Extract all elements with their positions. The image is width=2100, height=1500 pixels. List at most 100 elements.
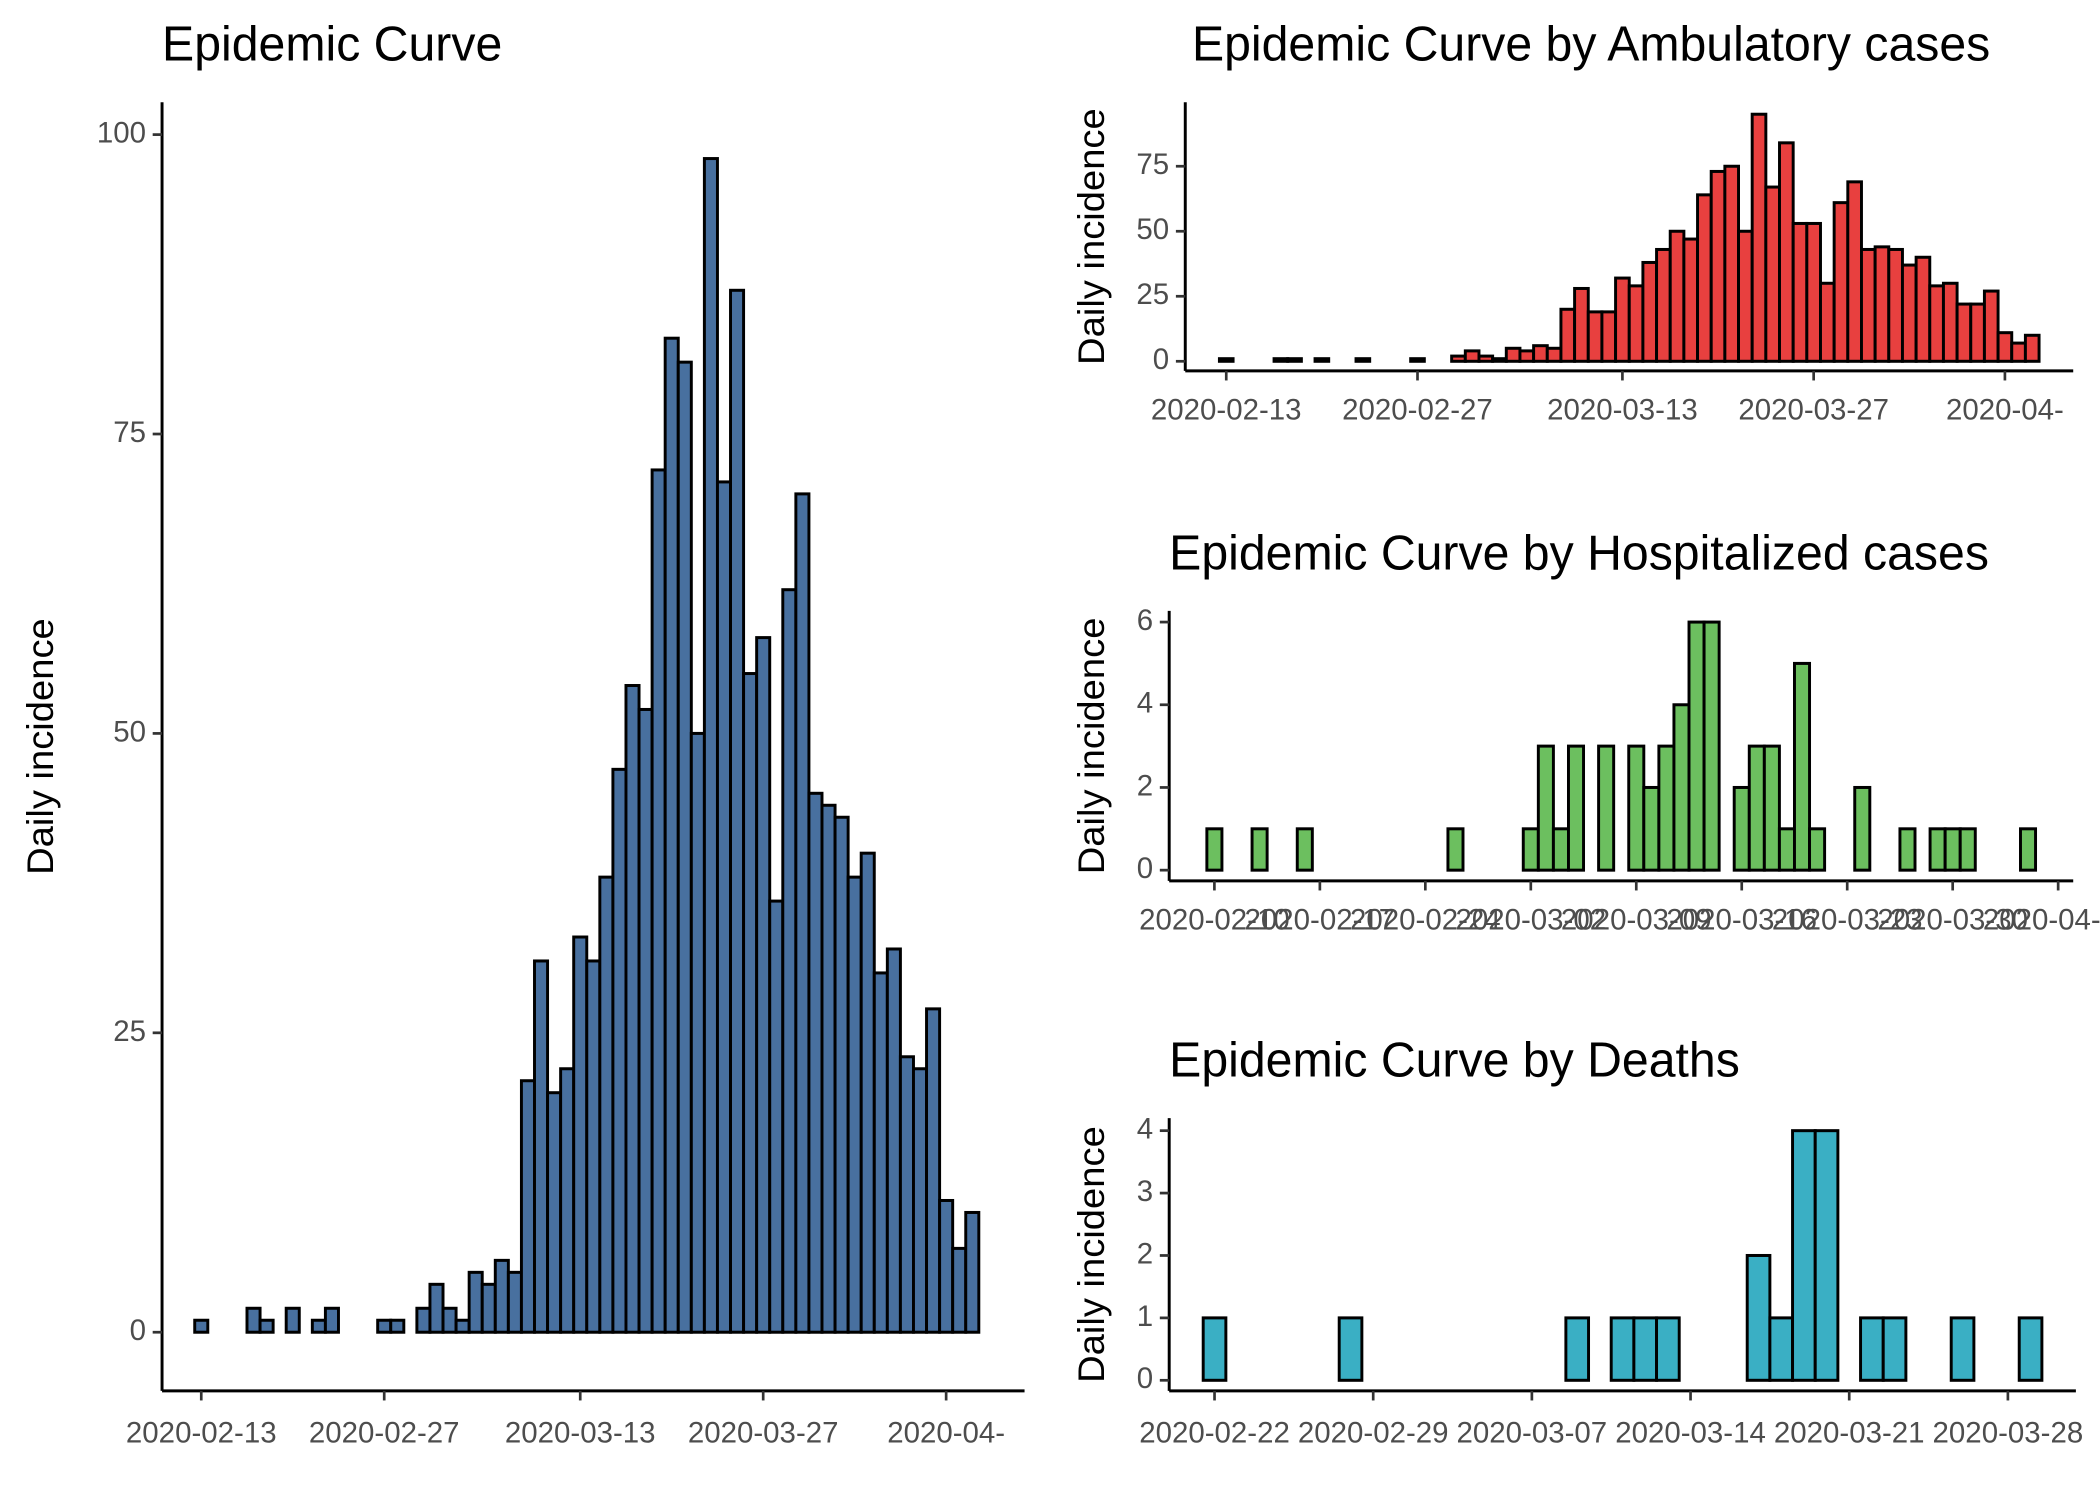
bar: [1521, 827, 1540, 872]
bar: [1723, 164, 1741, 363]
bar: [872, 971, 889, 1334]
x-tick-label: 2020-03-13: [505, 1416, 656, 1449]
bar: [742, 672, 759, 1334]
bar: [1819, 281, 1836, 363]
bar: [467, 1270, 484, 1334]
bar: [807, 791, 824, 1334]
bar: [611, 767, 628, 1334]
bar: [428, 1282, 445, 1334]
bar: [1887, 247, 1904, 363]
bar: [650, 468, 667, 1334]
y-tick-label: 50: [1136, 213, 1169, 246]
bar: [1941, 281, 1959, 363]
bar: [1504, 346, 1522, 363]
bar: [1682, 237, 1700, 363]
bar: [663, 336, 680, 1334]
bar: [755, 636, 772, 1334]
bar: [1709, 169, 1727, 363]
bar: [258, 1318, 275, 1334]
bar: [1750, 112, 1768, 363]
bar: [1793, 661, 1812, 872]
bar: [898, 1055, 915, 1334]
bar: [1955, 302, 1973, 363]
bar: [1745, 1253, 1772, 1382]
bar: [624, 684, 641, 1334]
bar: [1491, 357, 1508, 363]
chart-title: Epidemic Curve by Deaths: [1169, 1033, 1740, 1087]
x-tick-label: 2020-03-23: [1772, 904, 1923, 937]
bar: [676, 360, 693, 1334]
bar: [1768, 1316, 1795, 1382]
bar: [585, 959, 602, 1334]
bar: [1536, 744, 1555, 872]
x-tick-label: 2020-02-24: [1350, 904, 1501, 937]
bar: [1657, 744, 1676, 872]
bar: [1655, 247, 1672, 363]
x-tick-label: 2020-02-27: [1342, 394, 1493, 427]
bar: [2010, 341, 2027, 363]
bar: [1813, 1129, 1840, 1382]
y-tick-label: 2: [1137, 1237, 1153, 1270]
bar: [1655, 1316, 1681, 1382]
y-tick-label: 0: [130, 1314, 146, 1347]
bar: [519, 1079, 536, 1334]
bar: [1996, 331, 2014, 363]
y-tick-label: 4: [1137, 1112, 1153, 1145]
bar: [1518, 349, 1536, 363]
bar: [480, 1282, 497, 1334]
bar: [1949, 1316, 1976, 1382]
y-axis-label: Daily incidence: [1071, 618, 1113, 875]
x-tick-label: 2020-03-13: [1547, 394, 1698, 427]
bar: [964, 1210, 981, 1334]
bar: [1672, 703, 1691, 872]
x-tick-label: 2020-03-30: [1877, 904, 2028, 937]
bar: [415, 1306, 432, 1334]
x-tick-label: 2020-02-13: [126, 1416, 277, 1449]
bar: [1859, 1316, 1885, 1382]
bar: [533, 959, 550, 1334]
bar: [1205, 827, 1224, 872]
bar: [1642, 785, 1661, 872]
bar: [1272, 357, 1290, 363]
bar: [1853, 785, 1872, 872]
bar: [1250, 827, 1269, 872]
bar: [1477, 354, 1495, 363]
x-tick-label: 2020-02-22: [1139, 1416, 1290, 1449]
bar: [637, 707, 654, 1334]
bar: [1898, 827, 1917, 872]
bar: [715, 480, 732, 1334]
bar: [1286, 357, 1303, 363]
bar: [193, 1318, 210, 1334]
y-axis-label: Daily incidence: [1071, 108, 1113, 365]
bar: [1732, 785, 1751, 872]
x-tick-label: 2020-03-02: [1455, 904, 1606, 937]
bar: [1551, 827, 1570, 872]
y-tick-label: 1: [1137, 1300, 1153, 1333]
x-tick-label: 2020-04-: [1946, 394, 2064, 427]
y-tick-label: 0: [1137, 852, 1153, 885]
y-tick-label: 2: [1137, 769, 1153, 802]
bar: [323, 1306, 340, 1334]
bar: [1696, 193, 1713, 363]
x-tick-label: 2020-03-21: [1774, 1416, 1925, 1449]
bar: [781, 588, 798, 1334]
bar: [1409, 357, 1426, 363]
bar: [833, 815, 850, 1334]
bar: [1805, 221, 1822, 363]
bar: [1914, 255, 1932, 363]
y-tick-label: 25: [113, 1015, 146, 1048]
bar: [912, 1067, 929, 1334]
bar: [454, 1318, 471, 1334]
bar: [310, 1318, 327, 1334]
y-tick-label: 100: [97, 116, 146, 149]
y-axis-label: Daily incidence: [1071, 1126, 1113, 1383]
bar: [1737, 229, 1754, 363]
bar: [1832, 201, 1850, 363]
bar: [1969, 302, 1986, 363]
bar: [1860, 247, 1877, 363]
bar: [441, 1306, 458, 1334]
bar: [1586, 310, 1604, 363]
x-tick-label: 2020-03-14: [1615, 1416, 1766, 1449]
bar: [546, 1091, 563, 1334]
